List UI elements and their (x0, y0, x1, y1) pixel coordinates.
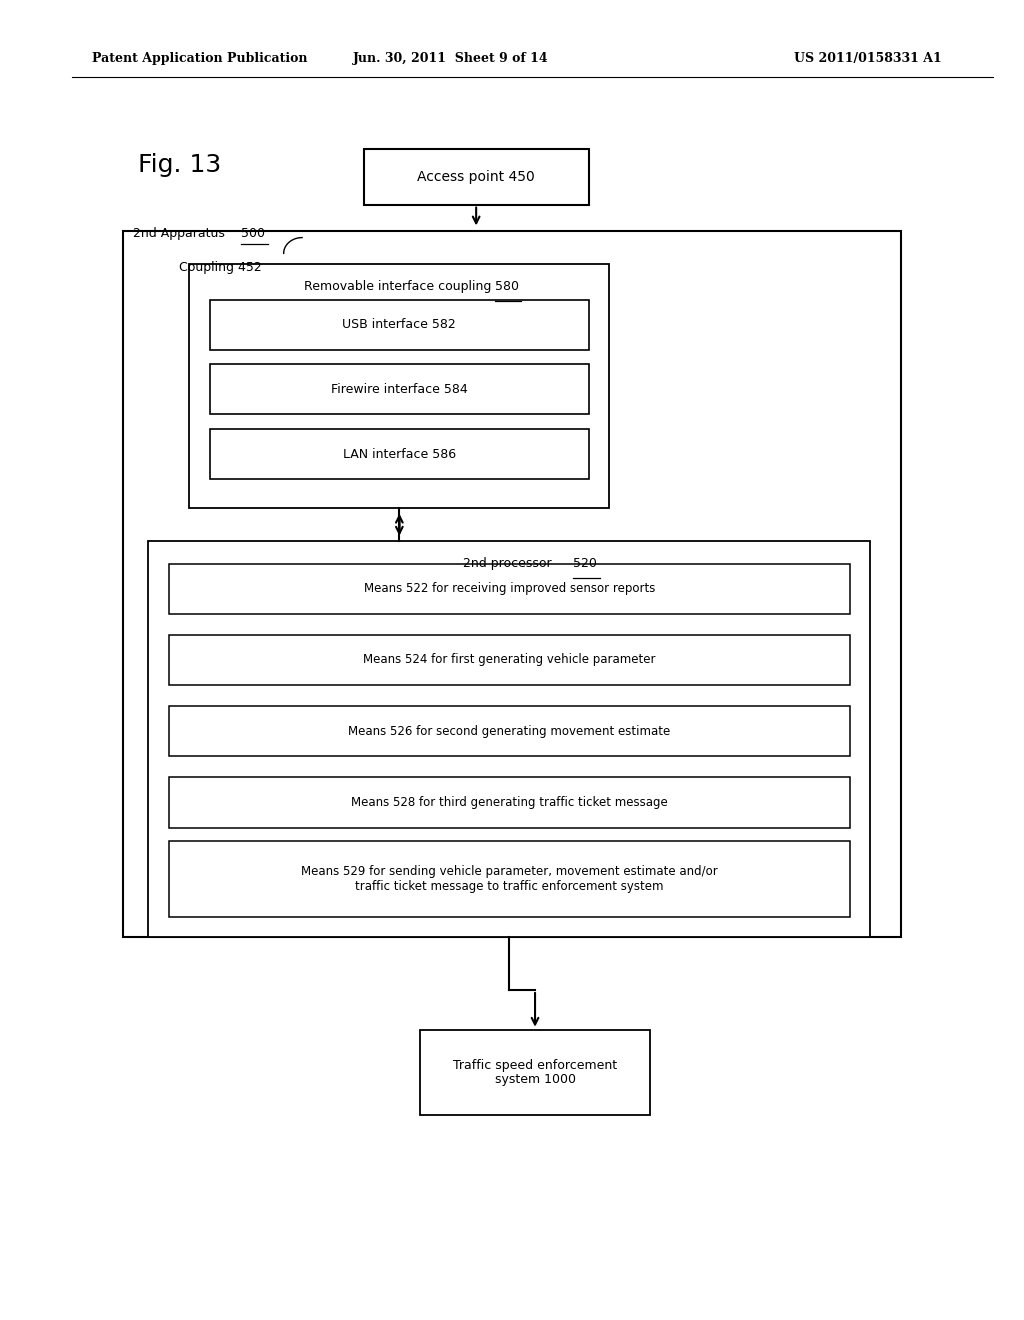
Text: Jun. 30, 2011  Sheet 9 of 14: Jun. 30, 2011 Sheet 9 of 14 (352, 51, 549, 65)
FancyBboxPatch shape (210, 300, 589, 350)
FancyBboxPatch shape (123, 231, 901, 937)
Text: US 2011/0158331 A1: US 2011/0158331 A1 (795, 51, 942, 65)
FancyBboxPatch shape (210, 429, 589, 479)
Text: Fig. 13: Fig. 13 (138, 153, 221, 177)
FancyBboxPatch shape (364, 149, 589, 205)
Text: Means 529 for sending vehicle parameter, movement estimate and/or
traffic ticket: Means 529 for sending vehicle parameter,… (301, 865, 718, 894)
Text: 580: 580 (495, 280, 518, 293)
FancyBboxPatch shape (210, 364, 589, 414)
Text: 500: 500 (241, 227, 264, 240)
Text: Means 528 for third generating traffic ticket message: Means 528 for third generating traffic t… (351, 796, 668, 809)
FancyBboxPatch shape (169, 564, 850, 614)
Text: Means 522 for receiving improved sensor reports: Means 522 for receiving improved sensor … (364, 582, 655, 595)
Text: Traffic speed enforcement
system 1000: Traffic speed enforcement system 1000 (453, 1059, 617, 1086)
FancyBboxPatch shape (420, 1030, 650, 1115)
Text: Means 526 for second generating movement estimate: Means 526 for second generating movement… (348, 725, 671, 738)
Text: Access point 450: Access point 450 (418, 170, 535, 183)
Text: USB interface 582: USB interface 582 (342, 318, 457, 331)
FancyBboxPatch shape (189, 264, 609, 508)
FancyBboxPatch shape (169, 841, 850, 917)
Text: Firewire interface 584: Firewire interface 584 (331, 383, 468, 396)
Text: 2nd processor: 2nd processor (463, 557, 556, 570)
FancyBboxPatch shape (148, 541, 870, 937)
FancyBboxPatch shape (169, 706, 850, 756)
Text: 2nd Apparatus: 2nd Apparatus (133, 227, 229, 240)
Text: Coupling 452: Coupling 452 (179, 261, 262, 275)
FancyBboxPatch shape (169, 635, 850, 685)
Text: Means 524 for first generating vehicle parameter: Means 524 for first generating vehicle p… (364, 653, 655, 667)
Text: Removable interface coupling: Removable interface coupling (304, 280, 495, 293)
Text: LAN interface 586: LAN interface 586 (343, 447, 456, 461)
FancyBboxPatch shape (169, 777, 850, 828)
Text: Patent Application Publication: Patent Application Publication (92, 51, 307, 65)
Text: 520: 520 (572, 557, 597, 570)
